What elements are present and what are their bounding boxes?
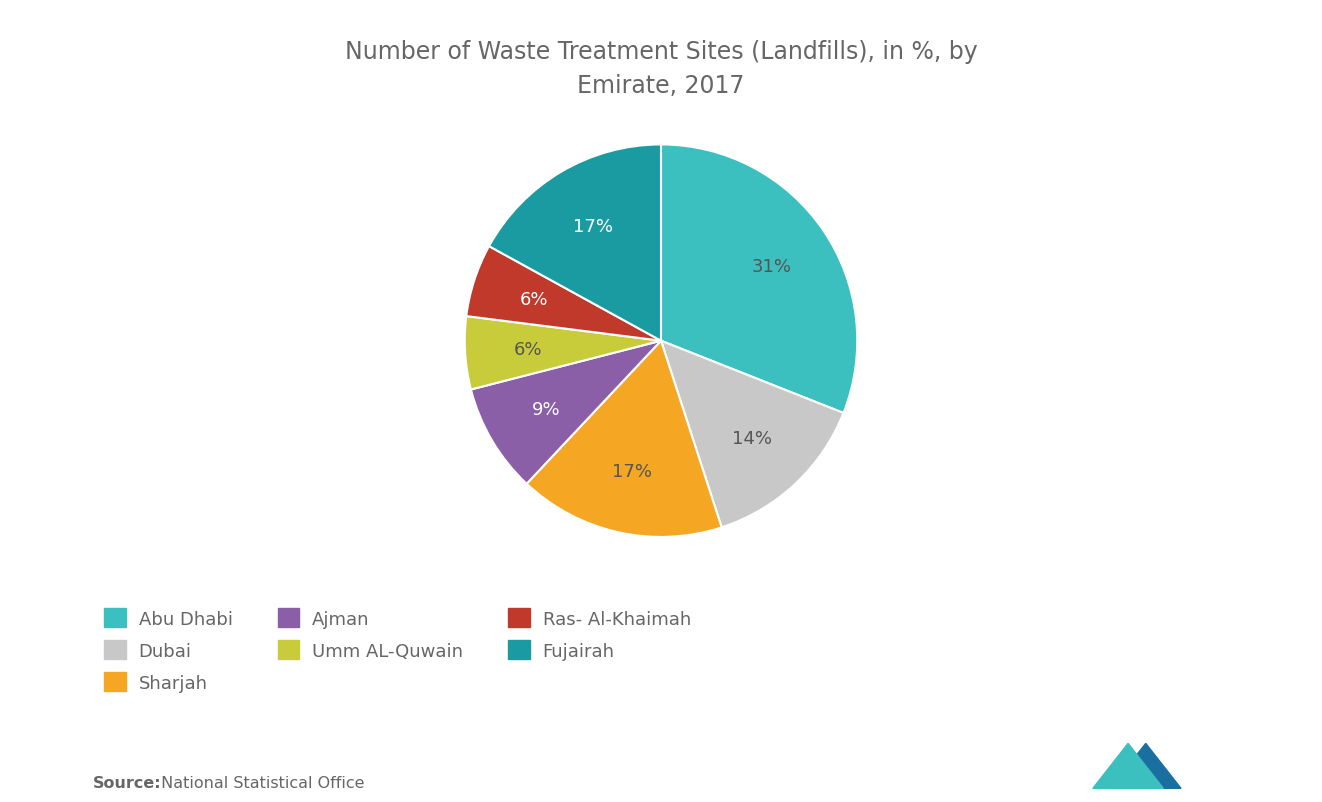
Wedge shape (471, 342, 661, 484)
Text: National Statistical Office: National Statistical Office (156, 775, 365, 790)
Polygon shape (1093, 743, 1163, 788)
Wedge shape (526, 342, 722, 537)
Wedge shape (467, 247, 661, 342)
Legend: Abu Dhabi, Dubai, Sharjah, Ajman, Umm AL-Quwain, Ras- Al-Khaimah, Fujairah: Abu Dhabi, Dubai, Sharjah, Ajman, Umm AL… (99, 603, 697, 697)
Wedge shape (661, 342, 843, 528)
Text: 17%: 17% (572, 217, 613, 236)
Polygon shape (1110, 743, 1181, 788)
Text: Source:: Source: (93, 775, 161, 790)
Wedge shape (661, 145, 857, 413)
Wedge shape (489, 145, 661, 342)
Text: 31%: 31% (751, 257, 792, 275)
Text: 9%: 9% (531, 400, 561, 418)
Text: 6%: 6% (513, 341, 542, 358)
Wedge shape (465, 317, 661, 390)
Text: 17%: 17% (612, 463, 652, 480)
Text: 14%: 14% (732, 429, 772, 448)
Text: 6%: 6% (520, 291, 549, 309)
Text: Number of Waste Treatment Sites (Landfills), in %, by
Emirate, 2017: Number of Waste Treatment Sites (Landfil… (345, 40, 977, 98)
